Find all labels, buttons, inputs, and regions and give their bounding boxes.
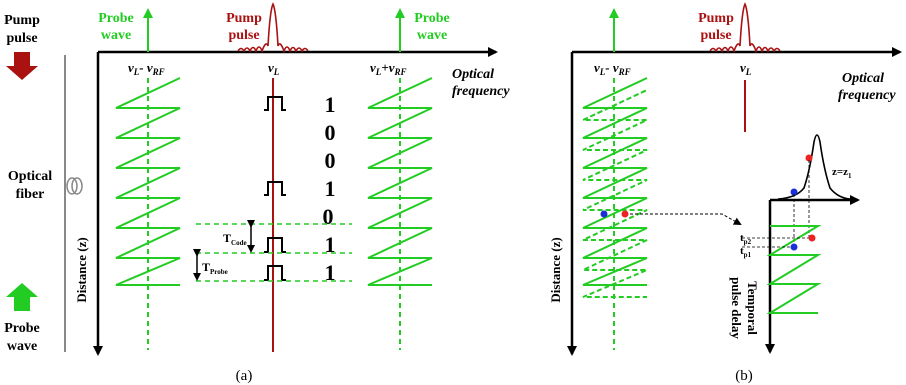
code-pulse-2 xyxy=(264,181,286,196)
z-equals-label: z=z1 xyxy=(832,166,852,180)
inset-y-label-line2: pulse delay xyxy=(729,277,744,339)
code-bit: 1 xyxy=(325,260,336,285)
tp1-label: tp1 xyxy=(740,245,752,259)
x-axis-label-a-line1: Optical xyxy=(452,67,494,82)
pump-pulse-b-sinc xyxy=(709,2,781,54)
x-axis-label-a-line2: frequency xyxy=(452,84,510,99)
probe-zigzag-right xyxy=(367,77,433,286)
code-bit: 1 xyxy=(325,92,336,117)
red-dot-marker xyxy=(621,210,629,218)
freq-label-left-b: νL- νRF xyxy=(594,60,631,77)
freq-label-left-a: νL- νRF xyxy=(128,60,165,77)
optical-fiber-label-line2: fiber xyxy=(16,187,45,202)
optical-fiber-label-line1: Optical xyxy=(8,169,52,184)
left-labels: Pump pulse Optical fiber Probe wave xyxy=(4,13,83,354)
code-pulse-1 xyxy=(264,96,286,111)
pump-pulse-b-line1: Pump xyxy=(698,11,734,26)
t-probe-label: TProbe xyxy=(202,260,228,276)
tp2-label: tp2 xyxy=(740,232,752,246)
code-bit: 0 xyxy=(325,120,336,145)
pump-pulse-a-line1: Pump xyxy=(226,11,262,26)
inset-y-label-line1: Temporal xyxy=(745,281,760,335)
inset-red-peak-dot xyxy=(805,154,813,162)
pump-pulse-a-sinc xyxy=(237,2,309,54)
freq-label-right-a: νL+νRF xyxy=(370,60,406,77)
pump-pulse-a-line2: pulse xyxy=(228,28,259,43)
probe-wave-left-line2: wave xyxy=(101,28,131,43)
code-bit: 0 xyxy=(323,204,334,229)
probe-wave-label-line2: wave xyxy=(7,339,37,354)
green-up-arrow-icon xyxy=(6,283,38,311)
code-bit: 1 xyxy=(325,176,336,201)
probe-wave-label-line1: Probe xyxy=(4,321,40,336)
t-code-label: TCode xyxy=(223,231,247,247)
panel-b-caption: (b) xyxy=(735,368,753,384)
y-axis-label-b: Distance (z) xyxy=(548,237,563,302)
probe-wave-right-line2: wave xyxy=(417,28,447,43)
code-pulse-3 xyxy=(264,237,286,253)
y-axis-label-a: Distance (z) xyxy=(74,237,89,302)
probe-zigzag-b xyxy=(582,77,648,286)
pump-pulse-b-line2: pulse xyxy=(700,28,731,43)
pump-pulse-label-line1: Pump xyxy=(4,13,40,28)
probe-zigzag-left xyxy=(115,77,181,286)
freq-label-center-b: νL xyxy=(740,60,752,77)
x-axis-label-b-line2: frequency xyxy=(838,88,896,103)
probe-wave-right-line1: Probe xyxy=(414,11,450,26)
connector-arrow xyxy=(630,213,742,225)
code-bit: 0 xyxy=(325,148,336,173)
red-down-arrow-icon xyxy=(6,52,38,80)
blue-dot-marker xyxy=(600,210,608,218)
panel-a: Probe wave Probe wave Pump pulse νL- νRF… xyxy=(74,2,510,384)
inset-blue-dot xyxy=(790,188,798,196)
panel-b: Pump pulse νL- νRF νL Optical frequency … xyxy=(548,2,902,384)
code-pulse-4 xyxy=(264,265,286,281)
fiber-coil-icon xyxy=(66,177,83,195)
tp2-red-dot xyxy=(808,234,816,242)
freq-label-center-a: νL xyxy=(268,60,280,77)
x-axis-label-b-line1: Optical xyxy=(842,71,884,86)
tp1-blue-dot xyxy=(790,243,798,251)
pump-pulse-label-line2: pulse xyxy=(6,31,37,46)
inset-zigzag xyxy=(766,225,822,314)
probe-wave-left-line1: Probe xyxy=(98,11,134,26)
code-bit: 1 xyxy=(325,232,336,257)
inset-gain-curve xyxy=(777,134,851,200)
panel-a-caption: (a) xyxy=(236,368,253,384)
